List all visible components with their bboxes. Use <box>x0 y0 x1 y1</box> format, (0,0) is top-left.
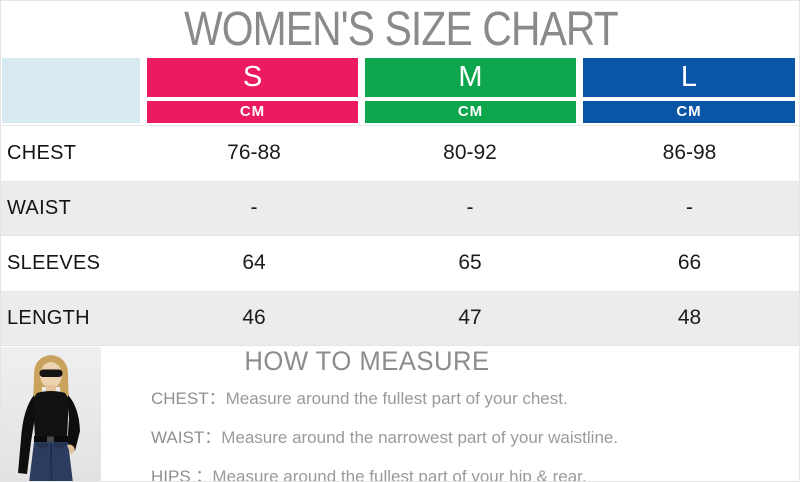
measure-label: CHEST： <box>151 389 226 408</box>
header-corner-cell <box>2 58 140 123</box>
size-table-body: CHEST 76-88 80-92 86-98 WAIST - - - SLEE… <box>1 125 799 346</box>
row-label: CHEST <box>7 141 77 164</box>
cell-sleeves-m: 65 <box>458 251 482 274</box>
measure-text: Measure around the narrowest part of you… <box>221 428 619 447</box>
measure-label: WAIST： <box>151 428 222 447</box>
page-title: WOMEN'S SIZE CHART <box>184 3 619 56</box>
measure-instruction-chest: CHEST：Measure around the fullest part of… <box>151 384 618 409</box>
cell-sleeves-l: 66 <box>677 251 702 274</box>
table-row-length: LENGTH 46 47 48 <box>1 291 799 346</box>
cell-chest-l: 86-98 <box>662 141 717 164</box>
row-label: WAIST <box>7 196 72 219</box>
size-header-s: S <box>147 58 358 97</box>
cell-chest-s: 76-88 <box>227 141 281 164</box>
how-to-measure-list: CHEST：Measure around the fullest part of… <box>151 384 618 482</box>
cell-chest-m: 80-92 <box>443 141 497 164</box>
row-label: LENGTH <box>7 306 90 329</box>
measure-label: HIPS ： <box>151 467 213 482</box>
table-row-sleeves: SLEEVES 64 65 66 <box>1 236 799 291</box>
cell-waist-m: - <box>466 196 474 219</box>
row-label: SLEEVES <box>7 251 101 274</box>
cell-length-l: 48 <box>677 306 702 329</box>
size-header-l: L <box>583 58 795 97</box>
cell-sleeves-s: 64 <box>242 251 266 274</box>
model-photo <box>1 347 101 481</box>
measure-instruction-waist: WAIST：Measure around the narrowest part … <box>151 423 618 448</box>
cell-length-m: 47 <box>458 306 482 329</box>
cell-length-s: 46 <box>242 306 266 329</box>
model-illustration <box>1 347 101 481</box>
unit-cell-l: CM <box>583 101 795 123</box>
table-row-waist: WAIST - - - <box>1 181 799 236</box>
measure-text: Measure around the fullest part of your … <box>212 467 587 482</box>
how-to-measure-heading: HOW TO MEASURE <box>244 346 490 376</box>
measure-text: Measure around the fullest part of your … <box>225 389 568 408</box>
cell-waist-l: - <box>686 196 693 219</box>
size-header-m: M <box>365 58 576 97</box>
measure-instruction-hips: HIPS ：Measure around the fullest part of… <box>151 462 618 482</box>
unit-cell-s: CM <box>147 101 358 123</box>
unit-cell-m: CM <box>365 101 576 123</box>
cell-waist-s: - <box>250 196 258 219</box>
table-row-chest: CHEST 76-88 80-92 86-98 <box>1 126 799 181</box>
